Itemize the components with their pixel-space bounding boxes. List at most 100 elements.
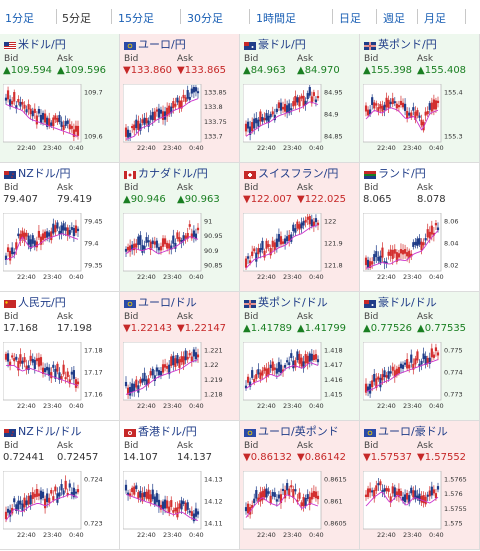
y-tick-label: 1.415: [324, 391, 343, 399]
rate-card[interactable]: 香港ドル/円 Bid Ask 14.107 14.137 14.13 14.12 14.11 2…: [120, 421, 240, 550]
tab-1hour[interactable]: 1時間足: [256, 12, 296, 25]
candle-body: [178, 100, 181, 109]
candle-body: [135, 243, 138, 248]
pair-title-link[interactable]: 豪ドル/円: [244, 36, 306, 52]
tab-daily[interactable]: 日足: [339, 12, 361, 25]
rate-card[interactable]: 英ポンド/ドル Bid Ask ▲1.41789 ▲1.41799 1.418 1.417 1…: [240, 292, 360, 421]
candle-body: [17, 233, 20, 237]
candle-body: [143, 117, 146, 125]
x-tick-label: 23:40: [43, 531, 62, 539]
tab-monthly[interactable]: 月足: [424, 12, 446, 25]
candle-body: [249, 260, 252, 264]
pair-title-link[interactable]: ユーロ/英ポンド: [244, 423, 339, 439]
tab-30min[interactable]: 30分足: [187, 12, 223, 25]
candle-body: [391, 98, 394, 105]
candle-body: [182, 235, 185, 242]
candle-body: [255, 490, 258, 499]
y-tick-label: 84.95: [324, 89, 343, 97]
candle-body: [406, 492, 409, 500]
candlestick-chart: 14.13 14.12 14.11 22:40 23:40 0:40: [123, 471, 223, 539]
tab-weekly[interactable]: 週足: [383, 12, 405, 25]
pair-title-link[interactable]: 香港ドル/円: [124, 423, 197, 439]
candle-body: [432, 99, 435, 110]
bid-value: ▼122.007: [243, 194, 293, 205]
candle-body: [56, 493, 59, 503]
rate-card[interactable]: ユーロ/ドル Bid Ask ▼1.22143 ▼1.22147 1.221 1.22 1.2…: [120, 292, 240, 421]
candle-body: [74, 225, 78, 233]
pair-title-link[interactable]: 人民元/円: [4, 294, 66, 310]
pair-title-link[interactable]: スイスフラン/円: [244, 165, 338, 181]
candle-body: [430, 102, 433, 112]
rate-card[interactable]: ユーロ/豪ドル Bid Ask ▼1.57537 ▼1.57552 1.5765 1.576…: [360, 421, 480, 550]
pair-title-link[interactable]: カナダドル/円: [124, 165, 208, 181]
candle-body: [72, 129, 75, 137]
tab-15min[interactable]: 15分足: [118, 12, 154, 25]
ask-value: 79.419: [57, 194, 92, 205]
rate-card[interactable]: 人民元/円 Bid Ask 17.168 17.198 17.18 17.17 17.16 22…: [0, 292, 120, 421]
pair-title-link[interactable]: ユーロ/円: [124, 36, 186, 52]
tab-5min[interactable]: 5分足: [62, 12, 91, 25]
candle-body: [300, 95, 303, 99]
candle-body: [257, 119, 260, 127]
rate-card[interactable]: 英ポンド/円 Bid Ask ▲155.398 ▲155.408 155.4 155.3 22…: [360, 34, 480, 163]
candle-body: [395, 368, 398, 376]
candle-body: [406, 252, 409, 257]
candle-body: [124, 248, 128, 252]
candle-body: [19, 500, 22, 505]
pair-name: ユーロ/ドル: [138, 296, 197, 309]
pair-title-link[interactable]: 米ドル/円: [4, 36, 66, 52]
pair-title-link[interactable]: 英ポンド/ドル: [244, 294, 328, 310]
y-tick-label: 1.219: [204, 376, 223, 384]
pair-title-link[interactable]: ユーロ/豪ドル: [364, 423, 448, 439]
candle-body: [37, 108, 41, 114]
rate-card[interactable]: 米ドル/円 Bid Ask ▲109.594 ▲109.596 109.7 109.6 22:…: [0, 34, 120, 163]
rate-grid: 米ドル/円 Bid Ask ▲109.594 ▲109.596 109.7 109.6 22:…: [0, 34, 480, 551]
candle-body: [259, 111, 262, 122]
pair-title-link[interactable]: NZドル/ドル: [4, 423, 81, 439]
candle-body: [178, 359, 181, 368]
candle-body: [298, 97, 301, 107]
candle-body: [373, 254, 376, 261]
pair-title-link[interactable]: ランド/円: [364, 165, 426, 181]
candle-body: [23, 104, 26, 109]
rate-card[interactable]: NZドル/円 Bid Ask 79.407 79.419 79.45 79.4 79.35 22…: [0, 163, 120, 292]
bid-value: ▲109.594: [3, 65, 53, 76]
rate-card[interactable]: カナダドル/円 Bid Ask ▲90.946 ▲90.963 91 90.95 90.9 90…: [120, 163, 240, 292]
tab-1min[interactable]: 1分足: [5, 12, 34, 25]
pair-title-link[interactable]: 英ポンド/円: [364, 36, 437, 52]
bid-label: Bid: [4, 441, 19, 451]
candle-body: [56, 363, 59, 372]
moving-average-line: [245, 362, 319, 389]
pair-title-link[interactable]: 豪ドル/ドル: [364, 294, 437, 310]
pair-title-link[interactable]: ユーロ/ドル: [124, 294, 197, 310]
candle-body: [41, 367, 45, 374]
x-tick-label: 22:40: [377, 402, 396, 410]
pair-title-link[interactable]: NZドル/円: [4, 165, 70, 181]
candle-body: [27, 235, 30, 245]
candle-body: [302, 361, 305, 369]
candle-body: [261, 490, 264, 501]
bid-value: ▼133.860: [123, 65, 173, 76]
rate-card[interactable]: ランド/円 Bid Ask 8.065 8.078 8.06 8.04 8.02 22:40 23…: [360, 163, 480, 292]
rate-card[interactable]: 豪ドル/ドル Bid Ask ▲0.77526 ▲0.77535 0.775 0.774 0.…: [360, 292, 480, 421]
candle-body: [190, 233, 193, 239]
ask-label: Ask: [297, 183, 314, 193]
candle-body: [172, 355, 175, 366]
candle-body: [131, 383, 134, 393]
ask-label: Ask: [417, 54, 434, 64]
candle-body: [135, 485, 138, 490]
rate-card[interactable]: 豪ドル/円 Bid Ask ▲84.963 ▲84.970 84.95 84.9 84.85 2…: [240, 34, 360, 163]
candle-body: [387, 251, 390, 256]
y-tick-label: 1.5755: [444, 505, 467, 513]
candle-body: [286, 105, 289, 113]
candle-body: [135, 379, 138, 388]
candle-body: [188, 96, 191, 100]
candle-body: [314, 218, 318, 223]
rate-card[interactable]: NZドル/ドル Bid Ask 0.72441 0.72457 0.724 0.723 22:…: [0, 421, 120, 550]
candle-body: [389, 496, 392, 503]
candle-body: [426, 111, 429, 115]
rate-card[interactable]: ユーロ/円 Bid Ask ▼133.860 ▼133.865 133.85 133.8 13…: [120, 34, 240, 163]
rate-card[interactable]: スイスフラン/円 Bid Ask ▼122.007 ▼122.025 122 121.9 12…: [240, 163, 360, 292]
rate-card[interactable]: ユーロ/英ポンド Bid Ask ▼0.86132 ▼0.86142 0.8615 0.86…: [240, 421, 360, 550]
candle-body: [408, 112, 411, 116]
